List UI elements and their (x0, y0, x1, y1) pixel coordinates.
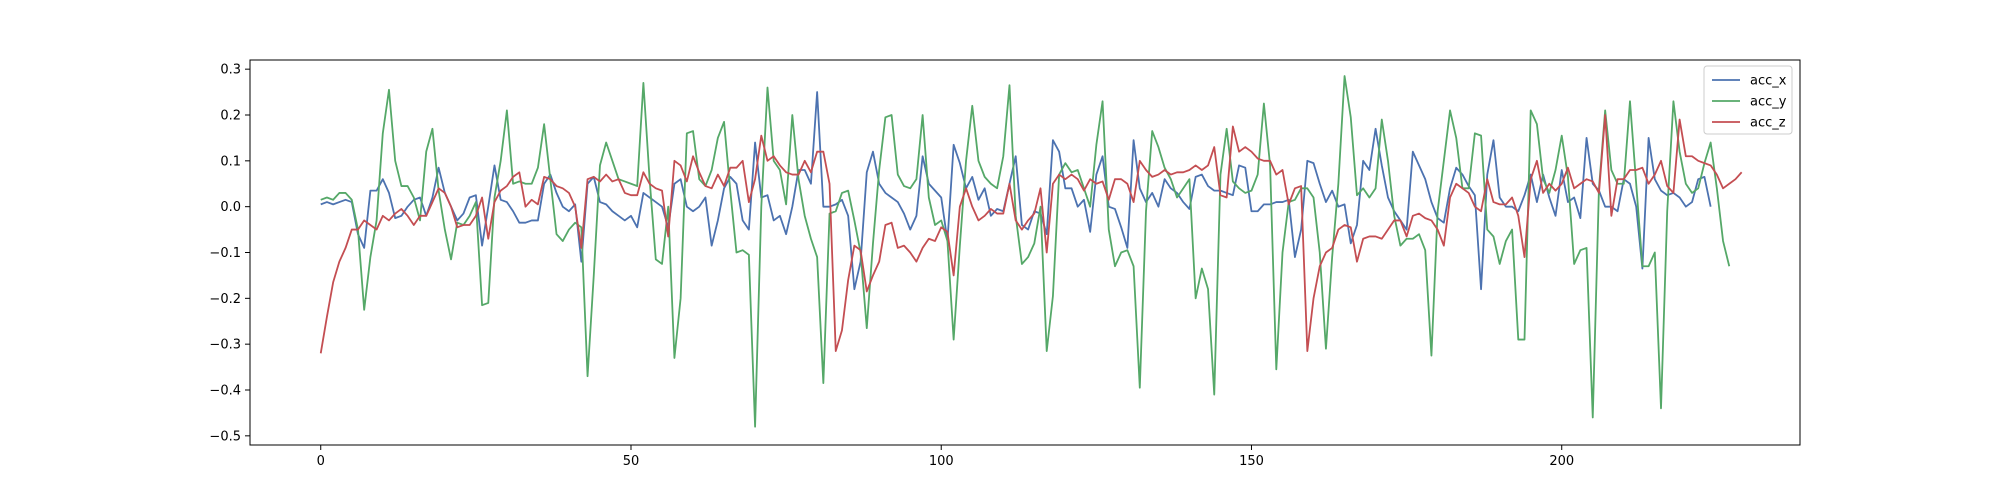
y-tick-label: 0.0 (220, 200, 241, 215)
x-tick-label: 200 (1549, 454, 1574, 469)
series-line-acc-y (320, 75, 1731, 428)
legend: acc_x acc_y acc_z (1703, 65, 1793, 135)
legend-label-acc-x: acc_x (1750, 74, 1787, 89)
legend-label-acc-z: acc_z (1750, 116, 1786, 131)
series-group (319, 75, 1743, 428)
y-tick-label: −0.5 (209, 429, 241, 444)
y-tick-label: −0.3 (209, 338, 241, 353)
y-tick-label: 0.2 (220, 109, 241, 124)
x-tick-label: 150 (1239, 454, 1264, 469)
legend-label-acc-y: acc_y (1750, 95, 1787, 110)
legend-box (1703, 65, 1793, 135)
x-tick-label: 50 (623, 454, 640, 469)
x-tick-label: 0 (317, 454, 325, 469)
y-tick-label: −0.1 (209, 246, 241, 261)
x-tick-label: 100 (929, 454, 954, 469)
y-tick-label: 0.3 (220, 63, 241, 78)
y-tick-label: −0.2 (209, 292, 241, 307)
y-tick-label: −0.4 (209, 384, 241, 399)
y-axis: 0.3 0.2 0.1 0.0 −0.1 −0.2 −0.3 −0.4 −0.5 (209, 63, 250, 444)
series-line-acc-z (319, 114, 1743, 354)
x-axis: 0 50 100 150 200 (317, 445, 1574, 469)
y-tick-label: 0.1 (220, 154, 241, 169)
